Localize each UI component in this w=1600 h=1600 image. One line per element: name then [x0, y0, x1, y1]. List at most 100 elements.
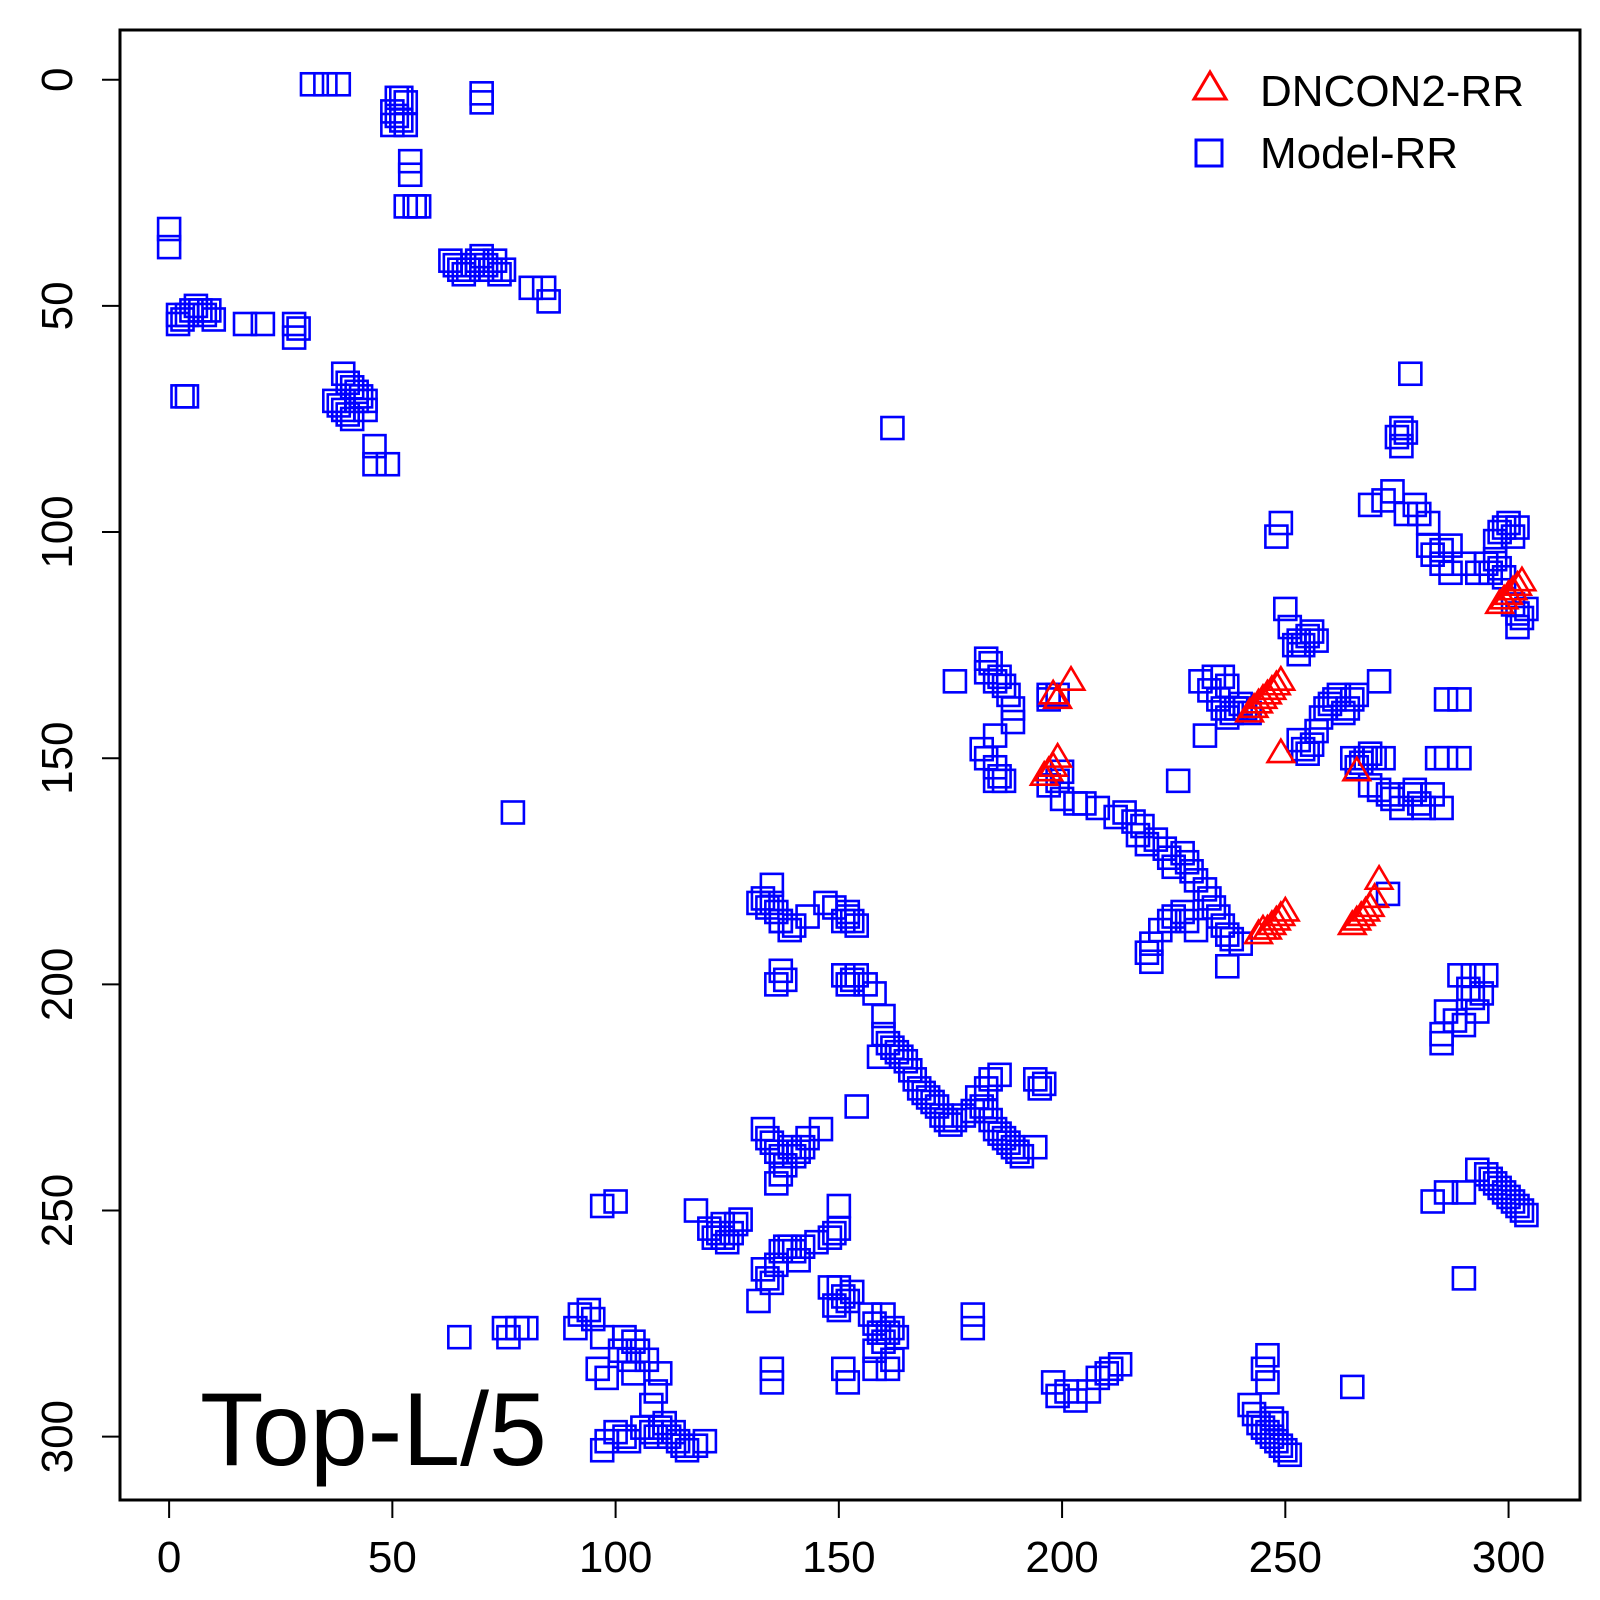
model-rr-point [723, 1211, 749, 1237]
model-rr-point [938, 1112, 963, 1137]
model-rr-point [647, 1415, 673, 1440]
model-rr-point [500, 800, 526, 825]
model-rr-point [786, 1139, 811, 1165]
model-rr-point [969, 736, 995, 762]
model-rr-point [844, 963, 869, 988]
model-rr-point [388, 108, 414, 133]
model-rr-point [1304, 628, 1329, 653]
dncon2-rr-point [1238, 691, 1270, 719]
model-rr-point [719, 1220, 744, 1246]
legend: DNCON2-RR Model-RR [1191, 67, 1524, 178]
model-rr-point [1103, 804, 1128, 830]
model-rr-point [330, 361, 356, 387]
model-rr-point [536, 289, 561, 314]
model-rr-point [1130, 813, 1155, 839]
model-rr-point [960, 1315, 986, 1341]
model-rr-point [786, 1247, 811, 1273]
model-rr-point [1389, 415, 1414, 441]
model-rr-point [795, 1125, 820, 1151]
model-rr-point [1366, 777, 1392, 803]
model-rr-point [674, 1437, 700, 1463]
model-rr-point [1357, 492, 1383, 518]
model-rr-point [911, 1080, 936, 1106]
model-rr-point [192, 302, 218, 328]
model-rr-point [978, 1107, 1003, 1133]
model-rr-point [1000, 696, 1026, 721]
model-rr-point [196, 298, 222, 323]
model-rr-point [750, 1257, 776, 1282]
dncon2-rr-point [1037, 678, 1069, 705]
dncon2-rr-point [1336, 909, 1368, 936]
model-rr-point [889, 1044, 914, 1070]
model-rr-point [1500, 1189, 1526, 1214]
model-rr-point [714, 1229, 740, 1255]
model-rr-point [286, 316, 311, 341]
model-rr-point [1393, 420, 1419, 445]
model-rr-point [326, 71, 352, 97]
model-rr-point [384, 103, 410, 129]
y-tick-label: 200 [33, 948, 82, 1021]
model-rr-point [612, 1424, 637, 1449]
model-rr-point [978, 1067, 1003, 1092]
model-rr-point [580, 1306, 606, 1332]
model-rr-point [804, 1229, 829, 1255]
model-rr-point [781, 913, 807, 938]
dncon2-rr-point [1488, 583, 1520, 610]
dncon2-rr-point [1256, 909, 1288, 936]
model-rr-point [1161, 854, 1187, 880]
model-rr-point [790, 1134, 816, 1160]
model-rr-point [1438, 533, 1463, 558]
model-rr-point [518, 275, 544, 301]
model-rr-point [701, 1225, 727, 1250]
model-rr-point [464, 248, 490, 273]
model-rr-point [902, 1067, 928, 1092]
model-rr-point [1380, 479, 1405, 504]
model-rr-point [1134, 940, 1160, 966]
model-rr-point [1268, 510, 1294, 536]
model-rr-point [393, 194, 419, 219]
model-rr-point [1170, 840, 1195, 866]
model-rr-point [469, 81, 494, 106]
model-rr-point [1505, 515, 1530, 540]
model-rr-point [826, 1297, 852, 1323]
model-rr-point [880, 415, 905, 441]
model-rr-point [978, 650, 1003, 676]
model-rr-point [1389, 433, 1414, 459]
model-rr-point [1371, 745, 1396, 771]
model-rr-point [1098, 1356, 1124, 1382]
top-l5-annotation: Top-L/5 [200, 1372, 547, 1488]
model-rr-point [1139, 949, 1164, 975]
model-rr-point [1344, 682, 1370, 708]
model-rr-point [1286, 641, 1312, 667]
model-rr-point [844, 1094, 869, 1119]
model-rr-point [768, 958, 794, 984]
y-tick-label: 0 [33, 68, 82, 92]
model-rr-point [469, 243, 494, 269]
model-rr-point [1112, 800, 1137, 825]
model-rr-point [1197, 886, 1222, 911]
model-rr-point [344, 388, 369, 414]
model-rr-point [1192, 877, 1218, 902]
model-rr-point [960, 1302, 986, 1327]
model-rr-point [844, 913, 869, 938]
model-rr-point [647, 1361, 673, 1386]
model-rr-point [826, 1193, 852, 1219]
model-rr-point [1094, 1361, 1120, 1386]
model-rr-point [589, 1193, 615, 1219]
model-rr-point [764, 899, 789, 925]
model-rr-point [1398, 361, 1423, 387]
model-rr-point [906, 1076, 932, 1101]
model-rr-point [1295, 623, 1320, 649]
model-rr-point [960, 1098, 986, 1124]
model-rr-point [1491, 515, 1517, 540]
model-rr-point [1478, 560, 1504, 586]
model-rr-point [1357, 741, 1383, 766]
model-rr-point [1148, 917, 1173, 943]
model-rr-point [1027, 1076, 1053, 1101]
model-rr-point [585, 1356, 611, 1382]
model-rr-point [1339, 687, 1365, 712]
model-rr-point [1357, 773, 1383, 798]
model-rr-point [326, 393, 352, 418]
model-rr-point [1286, 628, 1312, 653]
model-rr-point [1201, 895, 1227, 920]
